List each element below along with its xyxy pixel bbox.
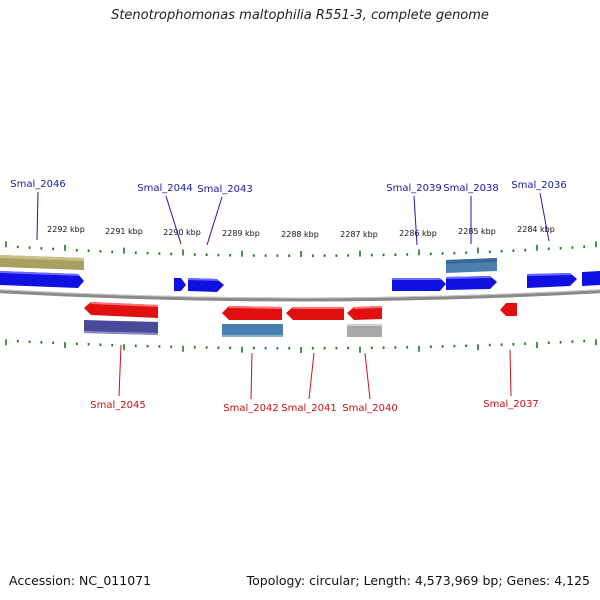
gene-label: Smal_2043 (197, 184, 252, 195)
band-grey (347, 324, 382, 337)
gene-label: Smal_2045 (90, 400, 145, 411)
gene-label: Smal_2040 (342, 403, 397, 414)
band-olive (0, 255, 84, 270)
gene-arrow-reverse (500, 303, 517, 316)
band-slate (84, 320, 158, 335)
gene-arrow-forward (582, 271, 600, 286)
bottom-gene-labels: Smal_2045 Smal_2042 Smal_2041 Smal_2040 … (90, 399, 538, 414)
kbp-label: 2289 kbp (222, 229, 260, 238)
band-steelblue-top (446, 258, 497, 273)
accession-text: Accession: NC_011071 (9, 573, 152, 588)
gene-arrow-forward (174, 278, 186, 291)
band-steelblue-bottom (222, 324, 283, 337)
top-leader-lines (36, 191, 550, 246)
tick-row-bottom (5, 339, 597, 353)
reverse-genes (84, 302, 517, 320)
kbp-label: 2286 kbp (399, 229, 437, 238)
genome-summary-text: Topology: circular; Length: 4,573,969 bp… (246, 573, 590, 588)
page-title: Stenotrophomonas maltophilia R551-3, com… (111, 8, 489, 23)
kbp-label: 2287 kbp (340, 230, 378, 239)
gene-label: Smal_2041 (281, 403, 336, 414)
gene-label: Smal_2039 (386, 183, 441, 194)
tick-row-top (5, 241, 597, 257)
kbp-label: 2288 kbp (281, 230, 319, 239)
gene-arrow-reverse (347, 306, 382, 320)
gene-label: Smal_2037 (483, 399, 538, 410)
gene-label: Smal_2044 (137, 183, 192, 194)
kbp-labels: 2292 kbp 2291 kbp 2290 kbp 2289 kbp 2288… (47, 225, 555, 239)
gene-arrow-forward (527, 273, 577, 288)
kbp-label: 2292 kbp (47, 225, 85, 234)
gene-arrow-forward (392, 278, 446, 291)
gene-arrow-reverse (286, 307, 344, 320)
gene-arrow-forward (446, 276, 497, 290)
gene-label: Smal_2046 (10, 179, 65, 190)
kbp-label: 2285 kbp (458, 227, 496, 236)
genome-backbone (0, 289, 600, 302)
gene-arrow-forward (188, 278, 224, 292)
gene-label: Smal_2036 (511, 180, 566, 191)
kbp-label: 2290 kbp (163, 228, 201, 237)
forward-genes (0, 271, 600, 292)
gene-label: Smal_2038 (443, 183, 498, 194)
bottom-leader-lines (118, 344, 512, 400)
kbp-label: 2291 kbp (105, 227, 143, 236)
top-gene-labels: Smal_2046 Smal_2044 Smal_2043 Smal_2039 … (10, 179, 566, 195)
gene-arrow-reverse (222, 306, 282, 320)
kbp-label: 2284 kbp (517, 225, 555, 234)
gene-label: Smal_2042 (223, 403, 278, 414)
